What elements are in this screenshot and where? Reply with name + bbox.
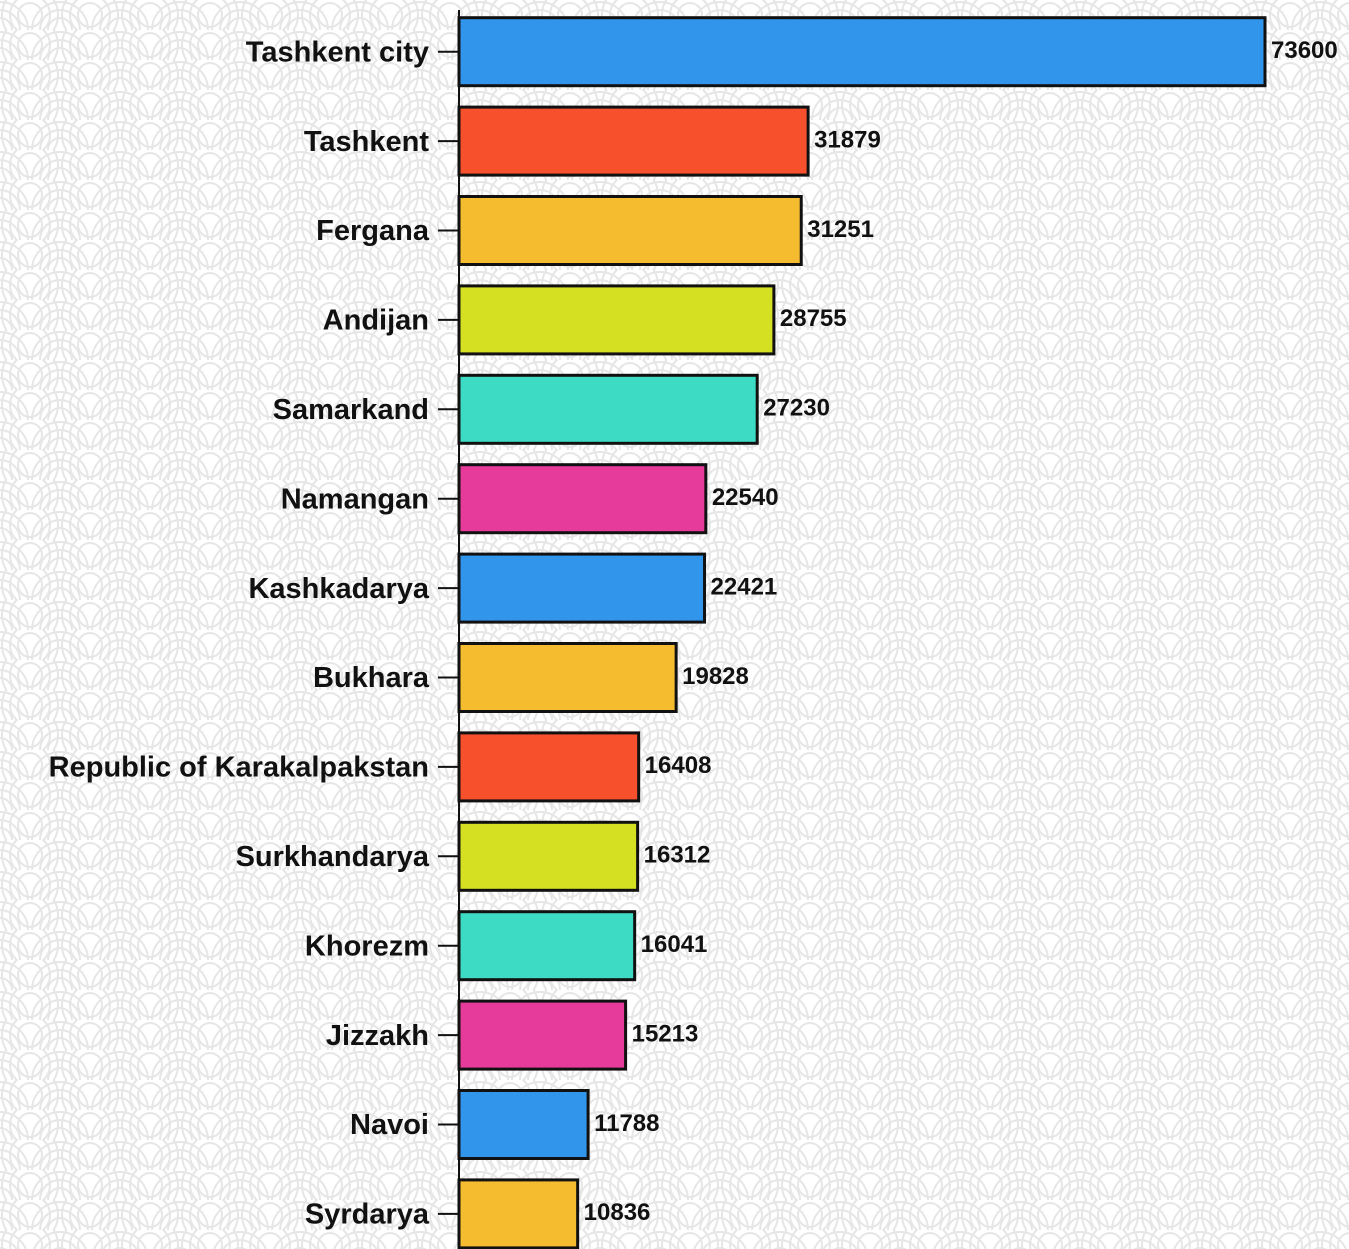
bar [457,1178,580,1249]
bar [457,195,803,266]
value-label: 22421 [711,573,778,600]
bar [457,910,637,982]
value-label: 73600 [1271,37,1338,64]
y-tick-label: Kashkadarya [248,573,429,605]
y-tick-label: Tashkent city [246,36,429,68]
bar [457,552,707,624]
value-label: 19828 [682,663,749,690]
value-label: 10836 [584,1199,651,1226]
y-tick-label: Surkhandarya [236,841,430,873]
y-tick-label: Bukhara [313,662,430,694]
bar [457,284,776,356]
bar [457,731,641,803]
value-label: 15213 [632,1020,699,1047]
y-tick-label: Tashkent [304,126,430,158]
value-label: 16408 [645,752,712,779]
y-tick-label: Navoi [350,1109,429,1141]
bar [457,820,640,892]
bar [457,105,810,177]
y-tick-label: Andijan [323,305,429,337]
bar [457,999,628,1071]
y-tick-label: Jizzakh [326,1020,429,1052]
bar [457,642,678,713]
y-tick-label: Syrdarya [305,1199,430,1231]
value-label: 31251 [807,216,874,243]
bar [457,16,1267,88]
y-tick-label: Khorezm [305,930,429,962]
value-label: 16312 [644,842,711,869]
value-label: 11788 [594,1110,659,1137]
value-label: 16041 [641,931,708,958]
value-label: 31879 [814,126,881,153]
y-tick-label: Samarkand [273,394,429,426]
bar [457,463,708,535]
value-label: 28755 [780,305,847,332]
y-tick-label: Republic of Karakalpakstan [49,752,429,784]
value-label: 27230 [763,395,830,422]
bar [457,373,759,445]
value-label: 22540 [712,484,779,511]
y-tick-label: Namangan [281,483,429,515]
bar [457,1089,590,1160]
y-tick-label: Fergana [316,215,430,247]
